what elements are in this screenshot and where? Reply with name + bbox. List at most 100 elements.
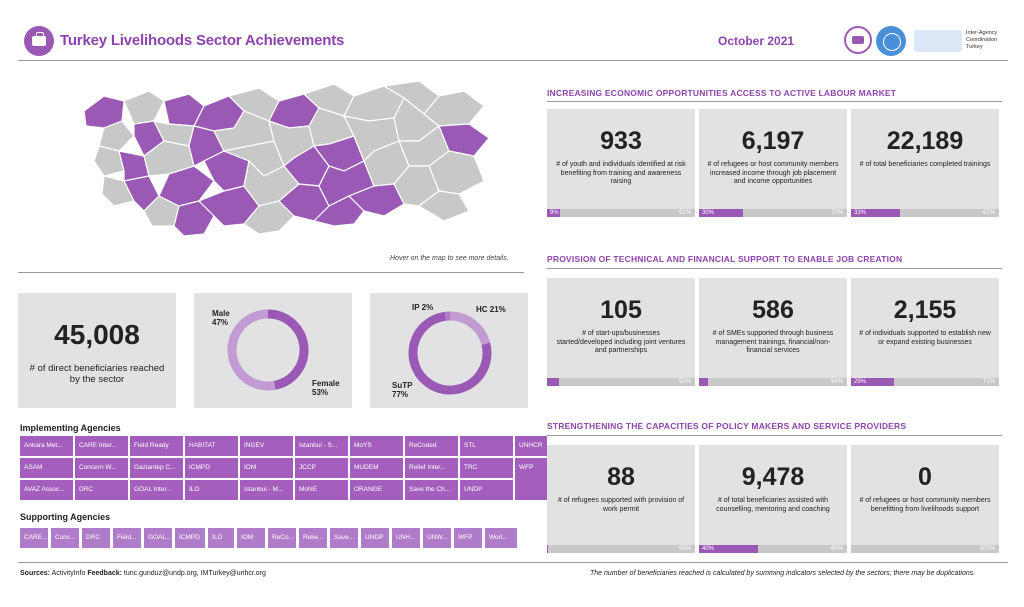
- supporting-agency-chip[interactable]: UNW...: [423, 528, 451, 548]
- population-donut-card[interactable]: IP 2% HC 21% SuTP 77%: [370, 293, 528, 408]
- map-caption: Hover on the map to see more details.: [390, 255, 509, 262]
- kpi-card[interactable]: 2,155 # of individuals supported to estab…: [851, 278, 999, 386]
- hc-slice[interactable]: [449, 311, 491, 346]
- kpi-progress-fill: [699, 209, 744, 217]
- section-title-labour: INCREASING ECONOMIC OPPORTUNITIES ACCESS…: [547, 88, 897, 98]
- implementing-agency-chip[interactable]: STL: [460, 436, 513, 456]
- implementing-agency-chip[interactable]: Relief Inter...: [405, 458, 458, 478]
- female-slice[interactable]: [227, 309, 276, 391]
- implementing-agency-chip[interactable]: CARE Inter...: [75, 436, 128, 456]
- implementing-agency-chip[interactable]: ORANGE: [350, 480, 403, 500]
- supporting-agency-chip[interactable]: Conc...: [51, 528, 79, 548]
- section-title-job-creation: PROVISION OF TECHNICAL AND FINANCIAL SUP…: [547, 254, 903, 264]
- kpi-value: 9,478: [741, 463, 805, 491]
- map-region: [417, 190, 470, 222]
- supporting-agency-chip[interactable]: Save...: [330, 528, 358, 548]
- turkey-map[interactable]: [64, 66, 504, 246]
- kpi-value: 586: [752, 296, 794, 324]
- section-title-capacities: STRENGTHENING THE CAPACITIES OF POLICY M…: [547, 421, 907, 431]
- implementing-agency-chip[interactable]: INGEV: [240, 436, 293, 456]
- supporting-agency-chip[interactable]: DRC: [82, 528, 110, 548]
- kpi-card[interactable]: 0 # of refugees or host community members…: [851, 445, 999, 553]
- supporting-agency-chip[interactable]: ICMPD: [175, 528, 205, 548]
- implementing-agency-chip[interactable]: Save the Ch...: [405, 480, 458, 500]
- kpi-progress-left: 9%: [550, 210, 559, 216]
- implementing-agency-chip[interactable]: JCCP: [295, 458, 348, 478]
- gender-donut-chart[interactable]: [194, 293, 352, 408]
- implementing-agency-chip[interactable]: UNDP: [460, 480, 513, 500]
- section-divider: [547, 268, 1002, 269]
- kpi-description: # of start-ups/businesses started/develo…: [556, 330, 686, 354]
- kpi-progress-fill: [699, 545, 759, 553]
- male-slice[interactable]: [267, 309, 309, 390]
- implementing-agency-chip[interactable]: ReCoded: [405, 436, 458, 456]
- implementing-agency-chip[interactable]: ILO: [185, 480, 238, 500]
- kpi-progress-right: 60%: [830, 546, 843, 552]
- male-label: Male 47%: [212, 309, 230, 327]
- implementing-agency-chip[interactable]: MoNE: [295, 480, 348, 500]
- kpi-progress-right: 94%: [830, 379, 843, 385]
- kpi-card[interactable]: 105 # of start-ups/businesses started/dev…: [547, 278, 695, 386]
- kpi-progress-bar: 33% 67%: [851, 209, 999, 217]
- supporting-agency-chip[interactable]: ILO: [208, 528, 234, 548]
- total-beneficiaries-label: # of direct beneficiaries reached by the…: [29, 363, 165, 385]
- implementing-agency-chip[interactable]: GOAL Inter...: [130, 480, 183, 500]
- implementing-agency-chip[interactable]: ASAM: [20, 458, 73, 478]
- kpi-description: # of SMEs supported through business man…: [712, 330, 834, 354]
- ip-label: IP 2%: [412, 303, 434, 312]
- implementing-agency-chip[interactable]: Gaziantep C...: [130, 458, 183, 478]
- supporting-agency-chip[interactable]: Relie...: [299, 528, 327, 548]
- section-divider: [547, 435, 1002, 436]
- gender-donut-card[interactable]: Male 47% Female 53%: [194, 293, 352, 408]
- implementing-agency-chip[interactable]: HABITAT: [185, 436, 238, 456]
- kpi-description: # of refugees or host community members …: [859, 497, 991, 513]
- kpi-card[interactable]: 6,197 # of refugees or host community mem…: [699, 109, 847, 217]
- implementing-agency-chip[interactable]: MoYS: [350, 436, 403, 456]
- kpi-card[interactable]: 9,478 # of total beneficiaries assisted w…: [699, 445, 847, 553]
- supporting-agency-chip[interactable]: WFP: [454, 528, 482, 548]
- feedback-emails[interactable]: tunc.gunduz@undp.org, IMTurkey@unhcr.org: [123, 570, 266, 577]
- kpi-progress-fill: [547, 378, 559, 386]
- implementing-agency-chip[interactable]: AVAZ Assoc...: [20, 480, 73, 500]
- implementing-agency-chip[interactable]: TRC: [460, 458, 513, 478]
- kpi-progress-right: 92%: [678, 379, 691, 385]
- kpi-card[interactable]: 586 # of SMEs supported through business …: [699, 278, 847, 386]
- implementing-agency-chip[interactable]: Istanbul - S...: [295, 436, 348, 456]
- implementing-agency-chip[interactable]: WFP: [515, 458, 547, 500]
- supporting-agency-chip[interactable]: Worl...: [485, 528, 517, 548]
- implementing-agency-chip[interactable]: ICMPD: [185, 458, 238, 478]
- supporting-agency-chip[interactable]: CARE...: [20, 528, 48, 548]
- kpi-progress-right: 70%: [830, 210, 843, 216]
- supporting-agency-chip[interactable]: UNH...: [392, 528, 420, 548]
- kpi-progress-fill: [547, 209, 561, 217]
- kpi-card[interactable]: 22,189 # of total beneficiaries completed…: [851, 109, 999, 217]
- implementing-agency-chip[interactable]: DRC: [75, 480, 128, 500]
- implementing-agency-chip[interactable]: Ankara Met...: [20, 436, 73, 456]
- supporting-agency-chip[interactable]: UNDP: [361, 528, 389, 548]
- supporting-agency-chip[interactable]: Field...: [113, 528, 141, 548]
- implementing-agency-chip[interactable]: Istanbul - M...: [240, 480, 293, 500]
- population-donut-chart[interactable]: [370, 293, 528, 408]
- implementing-agency-chip[interactable]: MUDEM: [350, 458, 403, 478]
- kpi-description: # of refugees or host community members …: [707, 161, 839, 185]
- sutp-label: SuTP 77%: [392, 381, 413, 399]
- kpi-progress-bar: 40% 60%: [699, 545, 847, 553]
- kpi-value: 105: [600, 296, 642, 324]
- kpi-card[interactable]: 933 # of youth and individuals identified…: [547, 109, 695, 217]
- map-region: [93, 145, 125, 177]
- implementing-agency-chip[interactable]: IOM: [240, 458, 293, 478]
- kpi-progress-right: 91%: [678, 210, 691, 216]
- unhcr-undp-logo-icon: [914, 30, 962, 52]
- supporting-agency-chip[interactable]: ReCo...: [268, 528, 296, 548]
- supporting-agency-chip[interactable]: IOM: [237, 528, 265, 548]
- implementing-agency-chip[interactable]: Field Ready: [130, 436, 183, 456]
- header: Turkey Livelihoods Sector Achievements O…: [18, 22, 1008, 60]
- kpi-progress-right: 100%: [979, 546, 995, 552]
- kpi-card[interactable]: 88 # of refugees supported with provision…: [547, 445, 695, 553]
- implementing-agency-chip[interactable]: Concern W...: [75, 458, 128, 478]
- implementing-agency-chip[interactable]: UNHCR: [515, 436, 547, 456]
- kpi-progress-bar: 95%: [547, 545, 695, 553]
- sutp-slice[interactable]: [408, 311, 492, 395]
- kpi-progress-left: 40%: [702, 546, 715, 552]
- supporting-agency-chip[interactable]: GOAL...: [144, 528, 172, 548]
